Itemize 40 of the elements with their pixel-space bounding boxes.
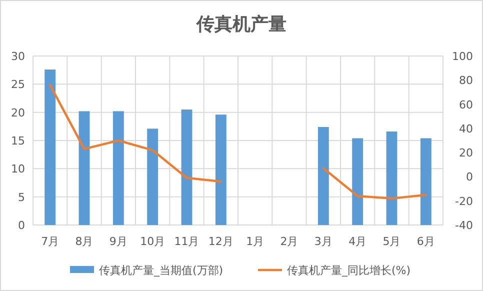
bar <box>352 138 364 225</box>
y-tick-label: 30 <box>11 50 25 63</box>
legend-label: 传真机产量_同比增长(%) <box>287 264 411 277</box>
bar <box>147 128 158 225</box>
x-tick-label: 3月 <box>314 235 332 248</box>
y2-tick-label: 100 <box>452 50 473 63</box>
bar <box>112 111 124 225</box>
bar <box>78 111 90 225</box>
bar <box>420 138 432 225</box>
x-tick-label: 6月 <box>416 235 435 248</box>
bar <box>386 131 398 225</box>
x-tick-label: 8月 <box>75 235 94 248</box>
y2-tick-label: 80 <box>459 74 473 88</box>
y2-tick-label: 20 <box>459 146 473 160</box>
bar <box>181 110 192 225</box>
y-tick-label: 10 <box>11 162 25 176</box>
y2-tick-label: -20 <box>455 194 473 208</box>
y2-tick-label: -40 <box>455 219 473 232</box>
x-tick-label: 7月 <box>41 235 60 248</box>
y-tick-label: 25 <box>11 78 25 92</box>
y2-tick-label: 40 <box>459 122 473 136</box>
x-tick-label: 11月 <box>174 235 200 248</box>
y-tick-label: 15 <box>11 134 25 148</box>
chart-title: 传真机产量 <box>196 14 286 35</box>
x-tick-label: 12月 <box>208 235 234 248</box>
y2-tick-label: 60 <box>459 98 473 112</box>
x-tick-label: 9月 <box>109 235 128 248</box>
x-tick-label: 4月 <box>348 235 367 248</box>
y2-tick-label: 0 <box>466 170 473 184</box>
x-tick-label: 1月 <box>246 235 264 248</box>
x-tick-label: 5月 <box>382 235 401 248</box>
x-tick-label: 2月 <box>280 235 298 248</box>
y-tick-label: 5 <box>18 190 25 204</box>
bar <box>215 114 226 225</box>
x-tick-label: 10月 <box>140 235 166 248</box>
y-tick-label: 20 <box>11 106 25 120</box>
bar <box>318 126 329 225</box>
y-tick-label: 0 <box>18 219 25 232</box>
bar <box>44 70 56 225</box>
legend-label: 传真机产量_当期值(万部) <box>99 264 224 277</box>
